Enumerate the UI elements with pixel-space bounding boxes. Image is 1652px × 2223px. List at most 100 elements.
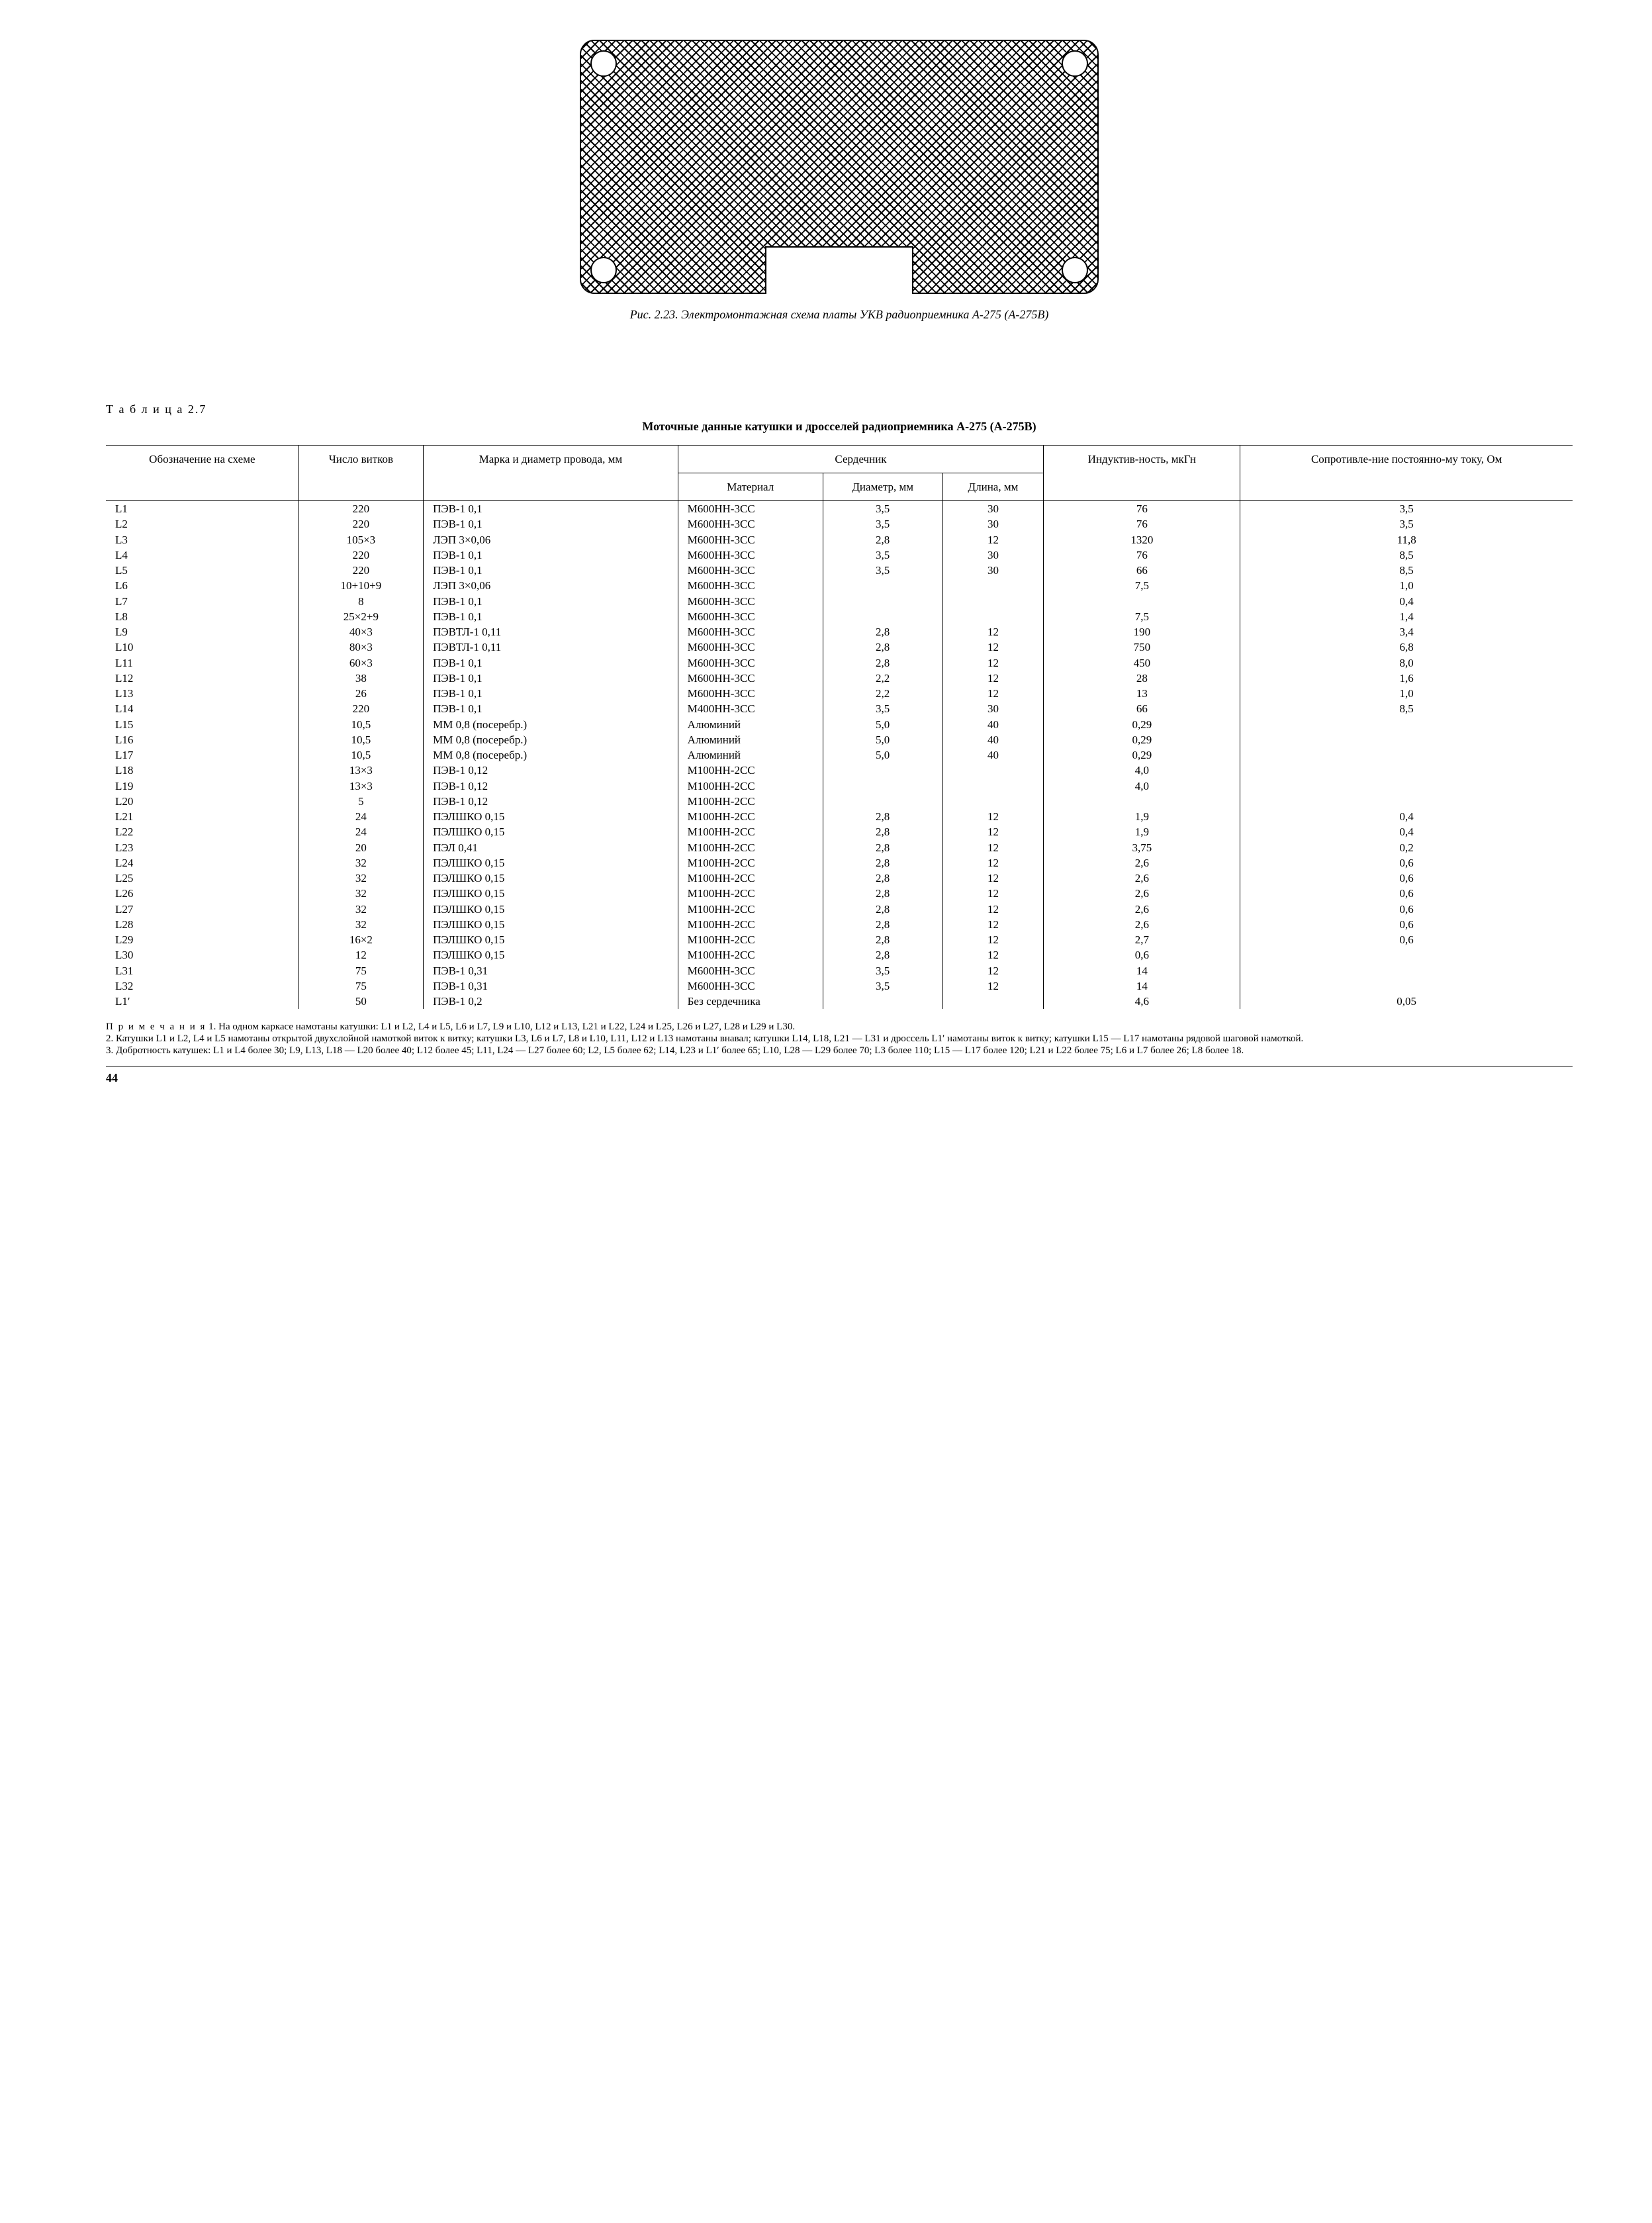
- table-row: L610+10+9ЛЭП 3×0,06М600НН-3СС7,51,0: [106, 578, 1573, 593]
- table-cell: 12: [942, 639, 1044, 655]
- table-cell: М600НН-3СС: [678, 978, 823, 994]
- table-cell: ПЭВ-1 0,1: [424, 516, 678, 532]
- col-diameter: Диаметр, мм: [823, 473, 942, 500]
- table-row: L78ПЭВ-1 0,1М600НН-3СС0,4: [106, 594, 1573, 609]
- table-cell: 0,6: [1240, 932, 1573, 947]
- table-cell: 1,0: [1240, 578, 1573, 593]
- table-cell: 12: [942, 840, 1044, 855]
- table-cell: [823, 594, 942, 609]
- table-cell: 2,8: [823, 902, 942, 917]
- table-cell: [1044, 794, 1240, 809]
- table-cell: 8: [298, 594, 423, 609]
- table-cell: М600НН-3СС: [678, 655, 823, 671]
- table-cell: ПЭВТЛ-1 0,11: [424, 639, 678, 655]
- table-cell: 12: [942, 686, 1044, 701]
- table-cell: 12: [942, 947, 1044, 963]
- table-cell: 12: [942, 917, 1044, 932]
- table-cell: 76: [1044, 516, 1240, 532]
- table-cell: М100НН-2СС: [678, 809, 823, 824]
- table-cell: 80×3: [298, 639, 423, 655]
- table-cell: [1240, 717, 1573, 732]
- table-cell: 32: [298, 871, 423, 886]
- table-cell: ПЭВ-1 0,1: [424, 686, 678, 701]
- table-cell: М600НН-3СС: [678, 532, 823, 547]
- table-cell: 60×3: [298, 655, 423, 671]
- table-cell: 0,4: [1240, 809, 1573, 824]
- table-cell: 28: [1044, 671, 1240, 686]
- table-row: L2732ПЭЛШКО 0,15М100НН-2СС2,8122,60,6: [106, 902, 1573, 917]
- table-cell: L30: [106, 947, 298, 963]
- pcb-notch: [765, 246, 913, 294]
- table-cell: 3,75: [1044, 840, 1240, 855]
- table-row: L3275ПЭВ-1 0,31М600НН-3СС3,51214: [106, 978, 1573, 994]
- table-row: L2220ПЭВ-1 0,1М600НН-3СС3,530763,5: [106, 516, 1573, 532]
- table-cell: 25×2+9: [298, 609, 423, 624]
- table-cell: 220: [298, 547, 423, 563]
- table-row: L3175ПЭВ-1 0,31М600НН-3СС3,51214: [106, 963, 1573, 978]
- table-row: L205ПЭВ-1 0,12М100НН-2СС: [106, 794, 1573, 809]
- table-cell: [823, 609, 942, 624]
- table-cell: ПЭЛШКО 0,15: [424, 902, 678, 917]
- table-cell: 3,5: [823, 547, 942, 563]
- table-cell: L9: [106, 624, 298, 639]
- table-cell: 8,5: [1240, 563, 1573, 578]
- table-cell: 105×3: [298, 532, 423, 547]
- table-cell: 2,6: [1044, 871, 1240, 886]
- table-cell: М100НН-2СС: [678, 871, 823, 886]
- table-cell: 1,0: [1240, 686, 1573, 701]
- table-cell: 14: [1044, 963, 1240, 978]
- table-cell: ПЭВ-1 0,1: [424, 701, 678, 716]
- table-row: L1610,5ММ 0,8 (посеребр.)Алюминий5,0400,…: [106, 732, 1573, 747]
- table-cell: 13×3: [298, 763, 423, 778]
- table-cell: 5,0: [823, 747, 942, 763]
- table-cell: М600НН-3СС: [678, 563, 823, 578]
- table-cell: ПЭЛШКО 0,15: [424, 917, 678, 932]
- table-cell: 220: [298, 563, 423, 578]
- table-cell: 0,6: [1240, 886, 1573, 901]
- table-cell: 75: [298, 978, 423, 994]
- table-row: L2632ПЭЛШКО 0,15М100НН-2СС2,8122,60,6: [106, 886, 1573, 901]
- table-cell: 0,6: [1240, 917, 1573, 932]
- table-cell: L32: [106, 978, 298, 994]
- table-cell: [942, 594, 1044, 609]
- table-cell: L31: [106, 963, 298, 978]
- table-row: L2432ПЭЛШКО 0,15М100НН-2СС2,8122,60,6: [106, 855, 1573, 871]
- table-cell: 0,6: [1240, 855, 1573, 871]
- table-cell: L1: [106, 501, 298, 517]
- table-cell: 12: [942, 963, 1044, 978]
- table-row: L1813×3ПЭВ-1 0,12М100НН-2СС4,0: [106, 763, 1573, 778]
- table-cell: 24: [298, 824, 423, 839]
- table-cell: [942, 578, 1044, 593]
- table-cell: [823, 763, 942, 778]
- table-cell: 2,8: [823, 855, 942, 871]
- table-cell: 5,0: [823, 732, 942, 747]
- table-cell: L13: [106, 686, 298, 701]
- table-cell: 2,2: [823, 686, 942, 701]
- table-cell: 76: [1044, 547, 1240, 563]
- table-row: L3012ПЭЛШКО 0,15М100НН-2СС2,8120,6: [106, 947, 1573, 963]
- table-cell: 2,8: [823, 824, 942, 839]
- table-cell: М400НН-3СС: [678, 701, 823, 716]
- table-cell: ПЭЛШКО 0,15: [424, 932, 678, 947]
- notes-lead: П р и м е ч а н и я: [106, 1021, 206, 1032]
- table-cell: [1240, 779, 1573, 794]
- table-row: L1913×3ПЭВ-1 0,12М100НН-2СС4,0: [106, 779, 1573, 794]
- table-cell: ПЭЛШКО 0,15: [424, 809, 678, 824]
- table-row: L2532ПЭЛШКО 0,15М100НН-2СС2,8122,60,6: [106, 871, 1573, 886]
- table-cell: 13×3: [298, 779, 423, 794]
- table-cell: ПЭВ-1 0,2: [424, 994, 678, 1009]
- table-cell: ПЭВ-1 0,1: [424, 655, 678, 671]
- table-cell: М600НН-3СС: [678, 547, 823, 563]
- table-cell: 1,4: [1240, 609, 1573, 624]
- table-cell: [823, 794, 942, 809]
- table-cell: 0,05: [1240, 994, 1573, 1009]
- table-cell: 32: [298, 855, 423, 871]
- table-cell: 16×2: [298, 932, 423, 947]
- table-cell: 10,5: [298, 747, 423, 763]
- table-cell: М600НН-3СС: [678, 963, 823, 978]
- table-cell: 2,8: [823, 655, 942, 671]
- table-cell: [942, 779, 1044, 794]
- table-cell: L17: [106, 747, 298, 763]
- table-cell: 2,6: [1044, 855, 1240, 871]
- col-resistance: Сопротивле-ние постоянно-му току, Ом: [1240, 445, 1573, 501]
